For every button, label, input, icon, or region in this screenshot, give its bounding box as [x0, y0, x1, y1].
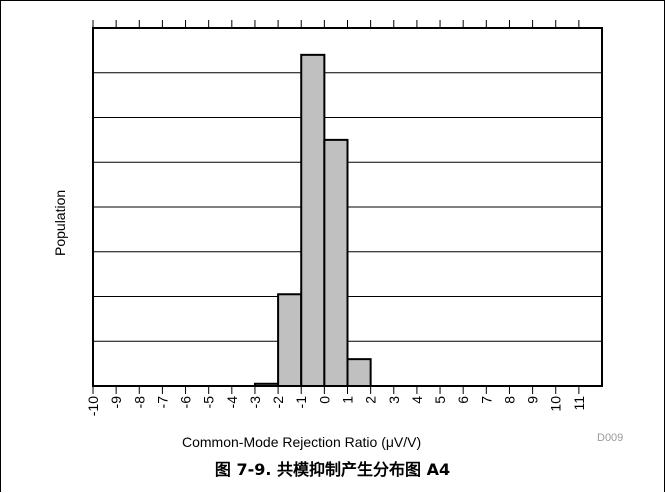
x-tick-label: -3	[247, 396, 263, 409]
x-tick-label: 5	[432, 396, 448, 404]
figure-caption: 图 7-9. 共模抑制产生分布图 A4	[214, 460, 451, 479]
x-tick-label: 7	[478, 396, 494, 404]
x-tick-label: -5	[201, 396, 217, 409]
y-axis-label: Population	[52, 189, 68, 256]
x-tick-label: -4	[224, 396, 240, 409]
x-axis-label: Common-Mode Rejection Ratio (μV/V)	[182, 434, 422, 450]
x-tick-label: -6	[178, 396, 194, 409]
x-tick-label: 11	[571, 396, 587, 411]
x-tick-label: 1	[340, 396, 356, 404]
x-tick-label: 0	[316, 396, 332, 404]
x-tick-label: 3	[386, 396, 402, 404]
figure-code: D009	[597, 432, 624, 444]
histogram-bar--2	[277, 293, 303, 388]
x-tick-label: 4	[409, 396, 425, 404]
histogram-bar-1	[346, 358, 372, 387]
x-tick-label: 10	[548, 396, 564, 412]
x-tick-label: 6	[455, 396, 471, 404]
x-tick-label: -1	[293, 396, 309, 409]
histogram-bar-0	[323, 138, 349, 387]
x-tick-label: 8	[501, 396, 517, 404]
x-tick-label: -7	[154, 396, 170, 409]
plot-border	[92, 27, 603, 387]
histogram-bar--1	[300, 53, 326, 387]
x-tick-label: 9	[525, 396, 541, 404]
x-tick-label: -9	[108, 396, 124, 409]
x-tick-label: -10	[85, 396, 101, 416]
x-tick-label: -8	[131, 396, 147, 409]
x-tick-label: -2	[270, 396, 286, 409]
x-tick-label: 2	[363, 396, 379, 404]
